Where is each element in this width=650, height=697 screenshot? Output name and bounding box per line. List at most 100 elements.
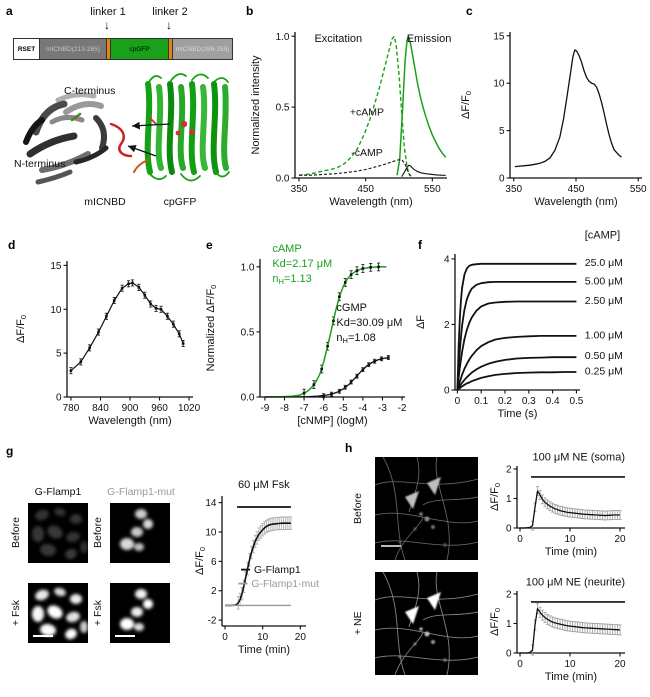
- svg-text:0.5: 0.5: [241, 327, 255, 338]
- svg-text:2: 2: [506, 589, 512, 600]
- svg-text:350: 350: [505, 184, 522, 195]
- svg-text:-9: -9: [260, 403, 269, 414]
- svg-text:Time (min): Time (min): [545, 671, 597, 683]
- svg-text:350: 350: [291, 184, 308, 195]
- svg-text:2: 2: [211, 586, 217, 597]
- svg-text:10: 10: [493, 79, 505, 90]
- chart-ne-soma: 0 10 20 0 1 2 Time (min) ΔF/F0 100 μM NE (soma): [489, 452, 626, 558]
- svg-text:0.0: 0.0: [241, 393, 255, 404]
- svg-text:10: 10: [564, 659, 576, 670]
- svg-text:-2: -2: [398, 403, 407, 414]
- panel-e-label: e: [206, 238, 213, 252]
- svg-text:0: 0: [455, 396, 461, 407]
- svg-text:0: 0: [499, 174, 505, 185]
- svg-text:0: 0: [506, 524, 512, 535]
- svg-text:Time (min): Time (min): [545, 546, 597, 558]
- svg-text:Wavelength (nm): Wavelength (nm): [534, 196, 617, 208]
- linker1-label: linker 1: [90, 6, 126, 18]
- svg-text:Normalized ΔF/F0: Normalized ΔF/F0: [205, 285, 218, 372]
- svg-text:550: 550: [424, 184, 441, 195]
- svg-text:1020: 1020: [178, 403, 201, 414]
- svg-text:0: 0: [506, 649, 512, 660]
- gflamp1-column-title: G-Flamp1: [34, 486, 82, 498]
- svg-text:Kd=30.09 μM: Kd=30.09 μM: [336, 317, 402, 329]
- svg-text:0.50 μM: 0.50 μM: [585, 350, 623, 362]
- svg-text:0.4: 0.4: [546, 396, 560, 407]
- svg-text:Normalized intensity: Normalized intensity: [250, 55, 262, 155]
- svg-text:10: 10: [257, 632, 269, 643]
- construct-segment: RSET: [14, 39, 40, 59]
- svg-text:5: 5: [56, 349, 62, 360]
- scale-bar: [33, 635, 53, 637]
- scale-bar: [115, 635, 135, 637]
- panel-d-label: d: [8, 238, 16, 252]
- micrograph-gflamp1-before: [28, 503, 88, 563]
- svg-text:20: 20: [614, 659, 626, 670]
- svg-text:-5: -5: [339, 403, 348, 414]
- chart-cnmp-titration: -9 -8 -7 -6 -5 -4 -3 -2 0.0 0.5 1.0 [cNMP] (logM) No…: [205, 243, 407, 427]
- fsk-row-label-col1: + Fsk: [10, 600, 22, 626]
- svg-text:Emission: Emission: [407, 33, 452, 45]
- before-row-label-col2: Before: [92, 517, 104, 549]
- micrograph-neuron-ne: [375, 572, 478, 675]
- svg-text:+cAMP: +cAMP: [350, 107, 384, 119]
- svg-text:ΔF: ΔF: [415, 315, 427, 329]
- svg-text:100 μM NE (soma): 100 μM NE (soma): [532, 452, 625, 464]
- svg-text:Wavelength (nm): Wavelength (nm): [329, 196, 412, 208]
- svg-text:60 μM Fsk: 60 μM Fsk: [238, 479, 290, 491]
- svg-text:5.00 μM: 5.00 μM: [585, 275, 623, 287]
- svg-text:0: 0: [56, 393, 62, 404]
- linker-arrows: [127, 121, 171, 157]
- svg-text:0: 0: [517, 534, 523, 545]
- chart-two-photon-dff: 780 840 900 960 1020 0 5 10 15 Wavelength (nm) ΔF/…: [15, 261, 201, 427]
- svg-text:0.2: 0.2: [498, 396, 512, 407]
- svg-text:20: 20: [295, 632, 307, 643]
- panel-c-label: c: [466, 4, 473, 18]
- svg-text:0.5: 0.5: [569, 396, 583, 407]
- before-row-label-col1: Before: [10, 517, 22, 549]
- panel-b-label: b: [246, 4, 254, 18]
- svg-text:Wavelength (nm): Wavelength (nm): [88, 415, 171, 427]
- svg-text:Time (min): Time (min): [238, 644, 290, 656]
- svg-text:0: 0: [222, 632, 228, 643]
- svg-text:450: 450: [357, 184, 374, 195]
- micrograph-gflamp1-fsk: [28, 583, 88, 643]
- svg-text:1: 1: [506, 494, 512, 505]
- svg-text:450: 450: [568, 184, 585, 195]
- micnbd-label: mICNBD: [84, 196, 126, 208]
- svg-text:10: 10: [205, 527, 217, 538]
- svg-text:Excitation: Excitation: [314, 33, 362, 45]
- svg-text:G-Flamp1-mut: G-Flamp1-mut: [251, 578, 319, 590]
- cpgfp-label: cpGFP: [163, 196, 197, 208]
- svg-text:ΔF/F0: ΔF/F0: [194, 547, 207, 575]
- construct-segment: cpGFP: [111, 39, 169, 59]
- svg-text:Time (s): Time (s): [498, 408, 538, 420]
- panel-g-label: g: [6, 444, 14, 458]
- svg-text:0.1: 0.1: [474, 396, 488, 407]
- svg-text:G-Flamp1: G-Flamp1: [254, 564, 301, 576]
- chart-fsk-timecourse: 0 10 20 -2 2 6 10 14 Time (min) ΔF/F0 60 μM Fsk G-F…: [194, 479, 319, 656]
- cpgfp-structure: [133, 73, 230, 182]
- protein-structures: [23, 73, 230, 185]
- svg-text:-cAMP: -cAMP: [351, 147, 383, 159]
- svg-text:cAMP: cAMP: [272, 243, 301, 255]
- micrograph-neuron-before: [375, 457, 478, 560]
- svg-text:Kd=2.17 μM: Kd=2.17 μM: [272, 258, 332, 270]
- panel-f-label: f: [418, 238, 422, 252]
- svg-text:-4: -4: [358, 403, 367, 414]
- svg-text:1: 1: [506, 619, 512, 630]
- svg-text:-2: -2: [208, 616, 217, 627]
- linker2-label: linker 2: [152, 6, 188, 18]
- svg-text:900: 900: [122, 403, 139, 414]
- svg-text:ΔF/F0: ΔF/F0: [489, 483, 502, 511]
- svg-text:0: 0: [517, 659, 523, 670]
- micrograph-gflamp1-mut-fsk: [110, 583, 170, 643]
- scale-bar: [381, 545, 401, 547]
- svg-text:15: 15: [50, 261, 62, 272]
- linker2-arrow-icon: ↓: [166, 18, 172, 32]
- svg-text:nH=1.13: nH=1.13: [272, 273, 311, 286]
- svg-text:14: 14: [205, 498, 217, 509]
- chart-binding-kinetics: 0 0.1 0.2 0.3 0.4 0.5 0 2 4 Time (s) ΔF [cAMP] 25.0 …: [415, 230, 623, 420]
- panel-h-label: h: [345, 441, 353, 455]
- construct-segment: mICNBD(213-285): [40, 39, 107, 59]
